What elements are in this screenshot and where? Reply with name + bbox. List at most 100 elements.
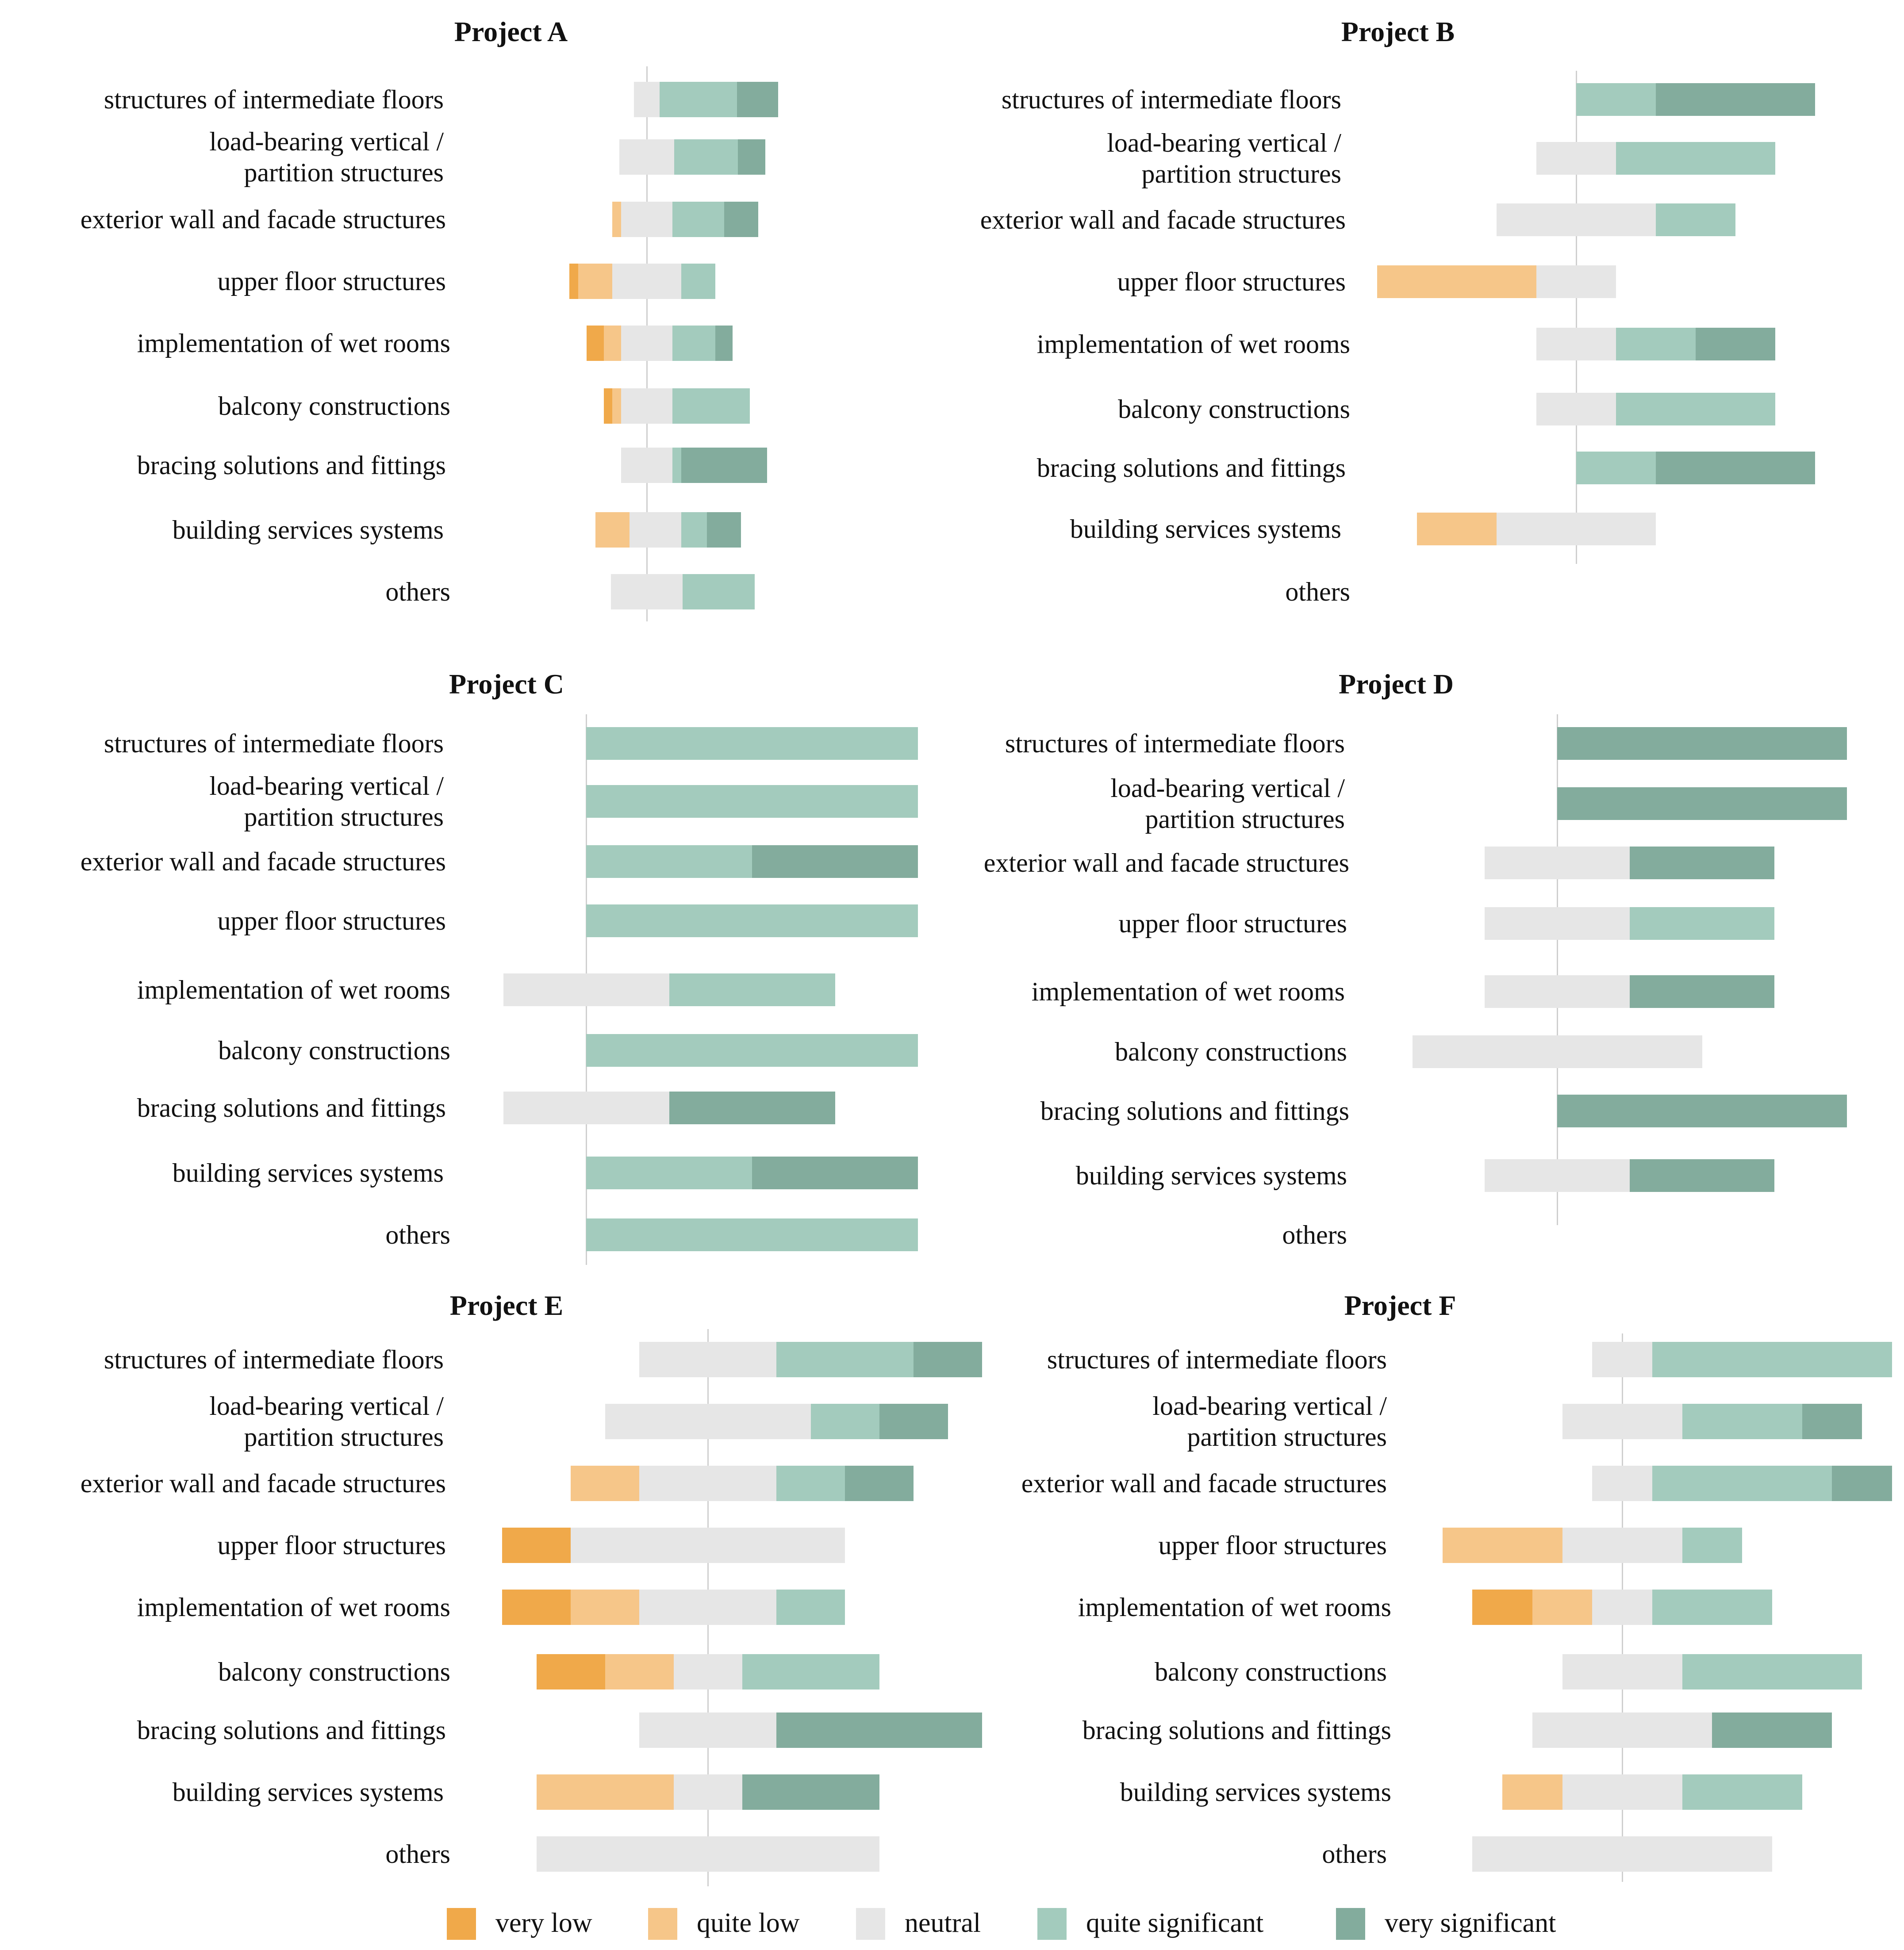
- project-f-category-label: bracing solutions and fittings: [1082, 1716, 1391, 1745]
- project-e-bar-quite-low: [605, 1654, 674, 1689]
- project-d-bar-neutral: [1485, 907, 1630, 940]
- project-b-category-label: structures of intermediate floors: [1001, 85, 1341, 114]
- project-a-bar-quite-significant: [672, 202, 724, 237]
- project-d-bar-neutral: [1485, 847, 1630, 879]
- project-e-category-label: balcony constructions: [218, 1657, 450, 1686]
- project-c-category-label: building services systems: [172, 1158, 444, 1188]
- project-b-title: Project B: [1341, 16, 1455, 47]
- project-b-bar-quite-significant: [1656, 203, 1735, 236]
- project-a-bar-quite-significant: [672, 448, 681, 483]
- project-e-bar-very-significant: [776, 1712, 982, 1748]
- project-c-category-label: load-bearing vertical / partition structu…: [209, 771, 444, 831]
- project-b-bar-quite-low: [1417, 513, 1497, 545]
- legend-label: quite significant: [1086, 1908, 1264, 1938]
- project-a-bar-quite-significant: [672, 326, 716, 361]
- project-e-bar-very-low: [536, 1654, 605, 1689]
- project-e-category-label: load-bearing vertical / partition structu…: [209, 1391, 444, 1452]
- project-f-bar-quite-significant: [1652, 1590, 1772, 1625]
- project-f-bar-quite-significant: [1652, 1342, 1892, 1377]
- project-f-bar-neutral: [1532, 1712, 1712, 1748]
- project-a-bar-quite-significant: [681, 512, 707, 548]
- project-a-bar-quite-significant: [672, 388, 750, 424]
- project-f-bar-quite-low: [1502, 1774, 1562, 1810]
- project-f-bar-neutral: [1562, 1774, 1682, 1810]
- project-a-bar-very-significant: [737, 82, 778, 117]
- project-f-category-label: load-bearing vertical / partition structu…: [1152, 1391, 1387, 1452]
- project-c-bar-quite-significant: [586, 727, 918, 760]
- project-e-category-label: implementation of wet rooms: [137, 1593, 450, 1622]
- project-b-category-label: upper floor structures: [1117, 267, 1346, 296]
- project-c-bar-neutral: [503, 1092, 669, 1124]
- project-a-category-label: structures of intermediate floors: [104, 85, 444, 114]
- legend-label: very low: [495, 1908, 592, 1938]
- project-f-bar-neutral: [1592, 1342, 1652, 1377]
- project-a-category-label: implementation of wet rooms: [137, 329, 450, 358]
- project-f-bar-neutral: [1562, 1528, 1682, 1563]
- project-a-bar-quite-significant: [660, 82, 737, 117]
- project-d-bar-very-significant: [1629, 1159, 1775, 1192]
- project-c-bar-quite-significant: [586, 1157, 752, 1189]
- legend-swatch: [1037, 1908, 1067, 1940]
- project-a-bar-quite-significant: [681, 264, 716, 299]
- project-a-bar-neutral: [630, 512, 681, 548]
- project-a-bar-very-significant: [715, 326, 733, 361]
- project-e-bar-very-significant: [845, 1466, 914, 1501]
- project-c-bar-quite-significant: [669, 973, 835, 1006]
- project-b-bar-neutral: [1536, 142, 1616, 175]
- project-f-bar-very-significant: [1802, 1404, 1862, 1439]
- project-e-bar-neutral: [639, 1712, 776, 1748]
- project-d-category-label: building services systems: [1075, 1161, 1347, 1190]
- project-b-category-label: implementation of wet rooms: [1036, 329, 1350, 359]
- project-f-category-label: implementation of wet rooms: [1078, 1593, 1391, 1622]
- project-e-bar-neutral: [639, 1590, 776, 1625]
- project-a-bar-neutral: [621, 202, 673, 237]
- project-f-title: Project F: [1344, 1290, 1456, 1321]
- project-e-bar-quite-significant: [776, 1342, 914, 1377]
- project-d-bar-quite-significant: [1629, 907, 1775, 940]
- project-c-bar-quite-significant: [586, 845, 752, 878]
- project-f-bar-quite-significant: [1682, 1774, 1802, 1810]
- project-a-bar-very-low: [587, 326, 604, 361]
- project-c-category-label: structures of intermediate floors: [104, 729, 444, 758]
- project-d-category-label: bracing solutions and fittings: [1040, 1096, 1349, 1126]
- legend-label: neutral: [905, 1908, 981, 1938]
- project-f-category-label: structures of intermediate floors: [1047, 1345, 1387, 1374]
- project-f-category-label: balcony constructions: [1155, 1657, 1387, 1686]
- project-a-bar-quite-low: [612, 388, 621, 424]
- project-a-bar-very-low: [604, 388, 613, 424]
- project-a-bar-very-significant: [681, 448, 767, 483]
- project-d-title: Project D: [1339, 668, 1454, 700]
- project-e-bar-quite-low: [571, 1590, 639, 1625]
- project-d-category-label: load-bearing vertical / partition structu…: [1110, 774, 1345, 834]
- project-e-bar-neutral: [639, 1342, 776, 1377]
- project-b-category-label: bracing solutions and fittings: [1036, 453, 1346, 483]
- legend-swatch: [856, 1908, 885, 1940]
- project-a-bar-quite-significant: [674, 139, 738, 175]
- project-e-bar-quite-significant: [810, 1404, 879, 1439]
- project-a-title: Project A: [454, 16, 568, 47]
- project-b-bar-neutral: [1497, 513, 1656, 545]
- project-a-bar-quite-low: [604, 326, 621, 361]
- project-d-bar-very-significant: [1629, 847, 1775, 879]
- project-e-category-label: structures of intermediate floors: [104, 1345, 444, 1374]
- project-d-category-label: balcony constructions: [1115, 1037, 1347, 1066]
- project-f-bar-quite-low: [1442, 1528, 1562, 1563]
- project-d-zero-axis: [1557, 714, 1558, 1225]
- project-e-bar-neutral: [673, 1654, 742, 1689]
- project-a-bar-neutral: [621, 388, 673, 424]
- project-c-bar-neutral: [503, 973, 669, 1006]
- project-b-bar-quite-significant: [1576, 83, 1656, 116]
- project-a-category-label: bracing solutions and fittings: [137, 451, 446, 480]
- project-a-category-label: balcony constructions: [218, 391, 450, 421]
- project-e-bar-neutral: [571, 1528, 845, 1563]
- project-f-bar-neutral: [1562, 1404, 1682, 1439]
- legend-swatch: [447, 1908, 476, 1940]
- project-c-category-label: upper floor structures: [217, 906, 446, 935]
- project-c-category-label: bracing solutions and fittings: [137, 1093, 446, 1122]
- project-c-bar-quite-significant: [586, 1034, 918, 1067]
- project-e-title: Project E: [449, 1290, 564, 1321]
- project-f-bar-neutral: [1592, 1466, 1652, 1501]
- project-a-bar-quite-low: [612, 202, 621, 237]
- project-b-category-label: others: [1285, 577, 1350, 606]
